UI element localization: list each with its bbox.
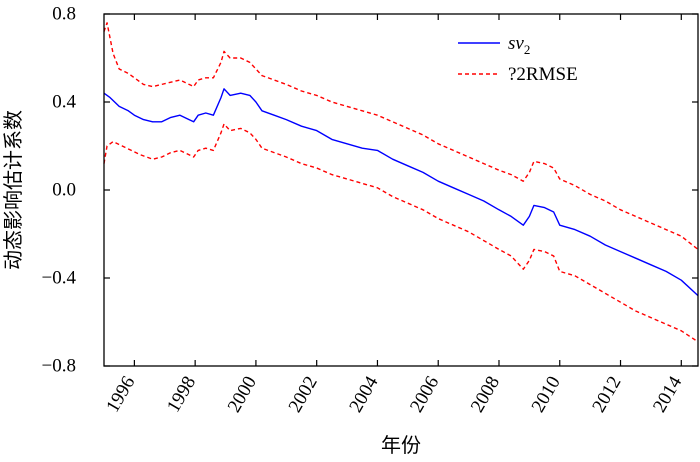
- plot-marks: [103, 22, 699, 343]
- legend-label: ?2RMSE: [508, 64, 578, 85]
- y-axis-label: 动态影响估计系数: [1, 110, 25, 270]
- x-tick-label: 2014: [649, 372, 686, 416]
- y-tick-label: −0.8: [42, 356, 76, 377]
- x-tick-label: 2004: [345, 372, 382, 416]
- y-tick-label: 0.4: [52, 92, 76, 113]
- x-tick-label: 2002: [285, 373, 322, 416]
- x-tick-label: 2010: [528, 373, 565, 416]
- x-axis-label: 年份: [381, 433, 421, 457]
- series-line-2: [103, 123, 699, 343]
- series-line-0: [103, 88, 699, 297]
- y-tick-label: −0.4: [42, 268, 77, 289]
- x-tick-label: 1996: [102, 373, 139, 416]
- x-tick-label: 2012: [588, 373, 625, 416]
- legend: sv2 ?2RMSE: [458, 33, 578, 85]
- series-line-1: [103, 22, 699, 250]
- axis-ticks: 1996 1998 2000 2002 2004 2006 2008 2010 2012 2014…: [42, 4, 698, 416]
- x-tick-label: 2006: [406, 373, 443, 416]
- x-tick-label: 2008: [467, 373, 504, 416]
- plot-frame: [103, 13, 699, 367]
- x-tick-label: 2000: [224, 373, 261, 416]
- y-tick-label: 0.0: [52, 180, 76, 201]
- y-tick-label: 0.8: [52, 4, 76, 25]
- x-tick-label: 1998: [163, 373, 200, 416]
- legend-label: sv2: [508, 33, 530, 57]
